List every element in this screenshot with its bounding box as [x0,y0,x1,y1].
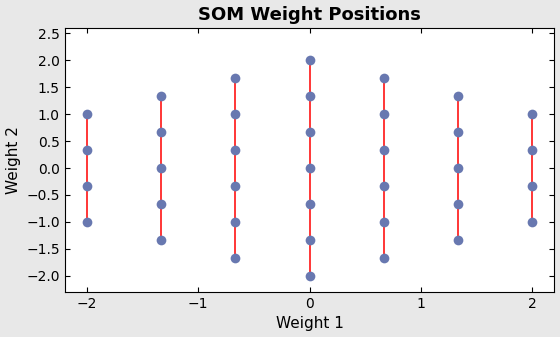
Y-axis label: Weight 2: Weight 2 [6,126,21,194]
X-axis label: Weight 1: Weight 1 [276,316,343,332]
Title: SOM Weight Positions: SOM Weight Positions [198,5,421,24]
